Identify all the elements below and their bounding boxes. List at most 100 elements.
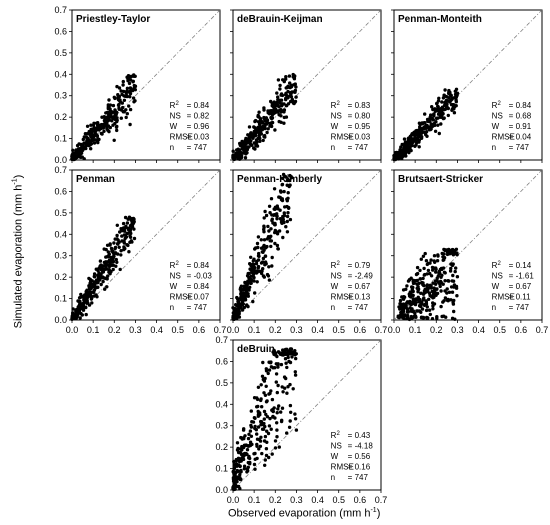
data-point xyxy=(425,316,429,321)
data-point xyxy=(261,256,266,261)
data-point xyxy=(92,272,97,276)
data-point xyxy=(113,247,117,251)
data-point xyxy=(434,270,438,274)
data-point xyxy=(90,137,94,141)
data-point xyxy=(284,77,288,81)
data-point xyxy=(96,121,100,125)
data-point xyxy=(88,284,92,288)
x-tick-label: 0.7 xyxy=(375,325,388,335)
stat-label: n xyxy=(170,143,174,152)
data-point xyxy=(294,428,299,432)
stat-value: = 0.84 xyxy=(509,101,532,110)
data-point xyxy=(455,294,459,298)
data-point xyxy=(256,385,261,389)
stat-value: = 0.84 xyxy=(187,261,210,270)
data-point xyxy=(406,148,411,152)
data-point xyxy=(415,278,419,283)
data-point xyxy=(400,305,404,309)
data-point xyxy=(82,146,87,151)
data-point xyxy=(236,456,241,460)
data-point xyxy=(453,317,457,321)
data-point xyxy=(119,89,123,93)
stat-value: = 0.03 xyxy=(348,133,371,142)
data-point xyxy=(71,307,75,311)
data-point xyxy=(253,119,257,124)
data-point xyxy=(289,85,294,89)
data-point xyxy=(75,313,80,317)
stat-value: = 0.07 xyxy=(187,293,210,302)
data-point xyxy=(291,350,296,354)
data-point xyxy=(83,293,87,297)
data-point xyxy=(268,211,272,215)
data-point xyxy=(260,374,265,378)
data-point xyxy=(274,214,279,218)
data-point xyxy=(100,115,104,119)
data-point xyxy=(260,260,265,264)
data-point xyxy=(411,297,415,301)
stat-value: = 0.67 xyxy=(348,282,371,291)
data-point xyxy=(265,272,270,277)
one-to-one-line xyxy=(393,169,543,321)
data-point xyxy=(451,273,455,278)
data-point xyxy=(128,107,133,112)
data-point xyxy=(410,302,414,306)
data-point xyxy=(454,95,458,100)
panel-title: Brutsaert-Stricker xyxy=(398,174,483,185)
y-tick-label: 0.4 xyxy=(215,399,228,409)
stat-label: W xyxy=(170,122,178,131)
stat-label: NS xyxy=(492,272,503,281)
data-point xyxy=(128,235,133,239)
data-point xyxy=(439,289,443,293)
y-tick-label: 0.1 xyxy=(54,134,67,144)
data-point xyxy=(454,100,458,104)
data-point xyxy=(285,183,289,187)
data-point xyxy=(266,224,270,229)
data-point xyxy=(452,285,456,289)
stat-value: = 0.91 xyxy=(509,122,532,131)
data-point xyxy=(266,121,270,125)
data-point xyxy=(433,107,437,111)
data-point xyxy=(261,360,265,365)
data-point xyxy=(252,462,257,467)
data-point xyxy=(79,292,83,297)
data-point xyxy=(110,115,114,119)
stat-value: = 0.82 xyxy=(187,112,210,121)
data-point xyxy=(254,428,258,432)
data-point xyxy=(231,470,235,474)
data-point xyxy=(128,86,133,90)
data-point xyxy=(264,213,269,218)
data-point xyxy=(278,101,282,105)
data-point xyxy=(233,308,237,312)
x-tick-label: 0.7 xyxy=(536,325,549,335)
data-point xyxy=(85,132,90,136)
data-point xyxy=(108,103,113,107)
data-point xyxy=(277,119,281,124)
data-point xyxy=(424,308,429,313)
data-point xyxy=(242,294,246,299)
data-point xyxy=(255,241,260,246)
data-point xyxy=(269,427,273,431)
panel-title: Penman-Monteith xyxy=(398,14,482,25)
data-point xyxy=(449,98,453,102)
data-point xyxy=(122,227,127,231)
data-point xyxy=(413,311,417,316)
x-tick-label: 0.0 xyxy=(388,325,401,335)
data-point xyxy=(433,279,438,283)
data-point xyxy=(250,442,254,447)
stat-label: W xyxy=(492,122,500,131)
data-point xyxy=(442,252,446,256)
data-point xyxy=(243,146,247,151)
x-tick-label: 0.3 xyxy=(451,325,464,335)
data-point xyxy=(260,269,264,273)
data-point xyxy=(124,224,128,228)
data-point xyxy=(117,245,121,249)
data-point xyxy=(263,263,267,267)
data-point xyxy=(451,302,456,306)
data-point xyxy=(243,287,247,292)
data-point xyxy=(92,280,97,284)
data-point xyxy=(115,223,120,227)
data-point xyxy=(256,120,261,124)
data-point xyxy=(282,375,287,379)
data-point xyxy=(445,102,449,106)
data-point xyxy=(106,274,110,278)
